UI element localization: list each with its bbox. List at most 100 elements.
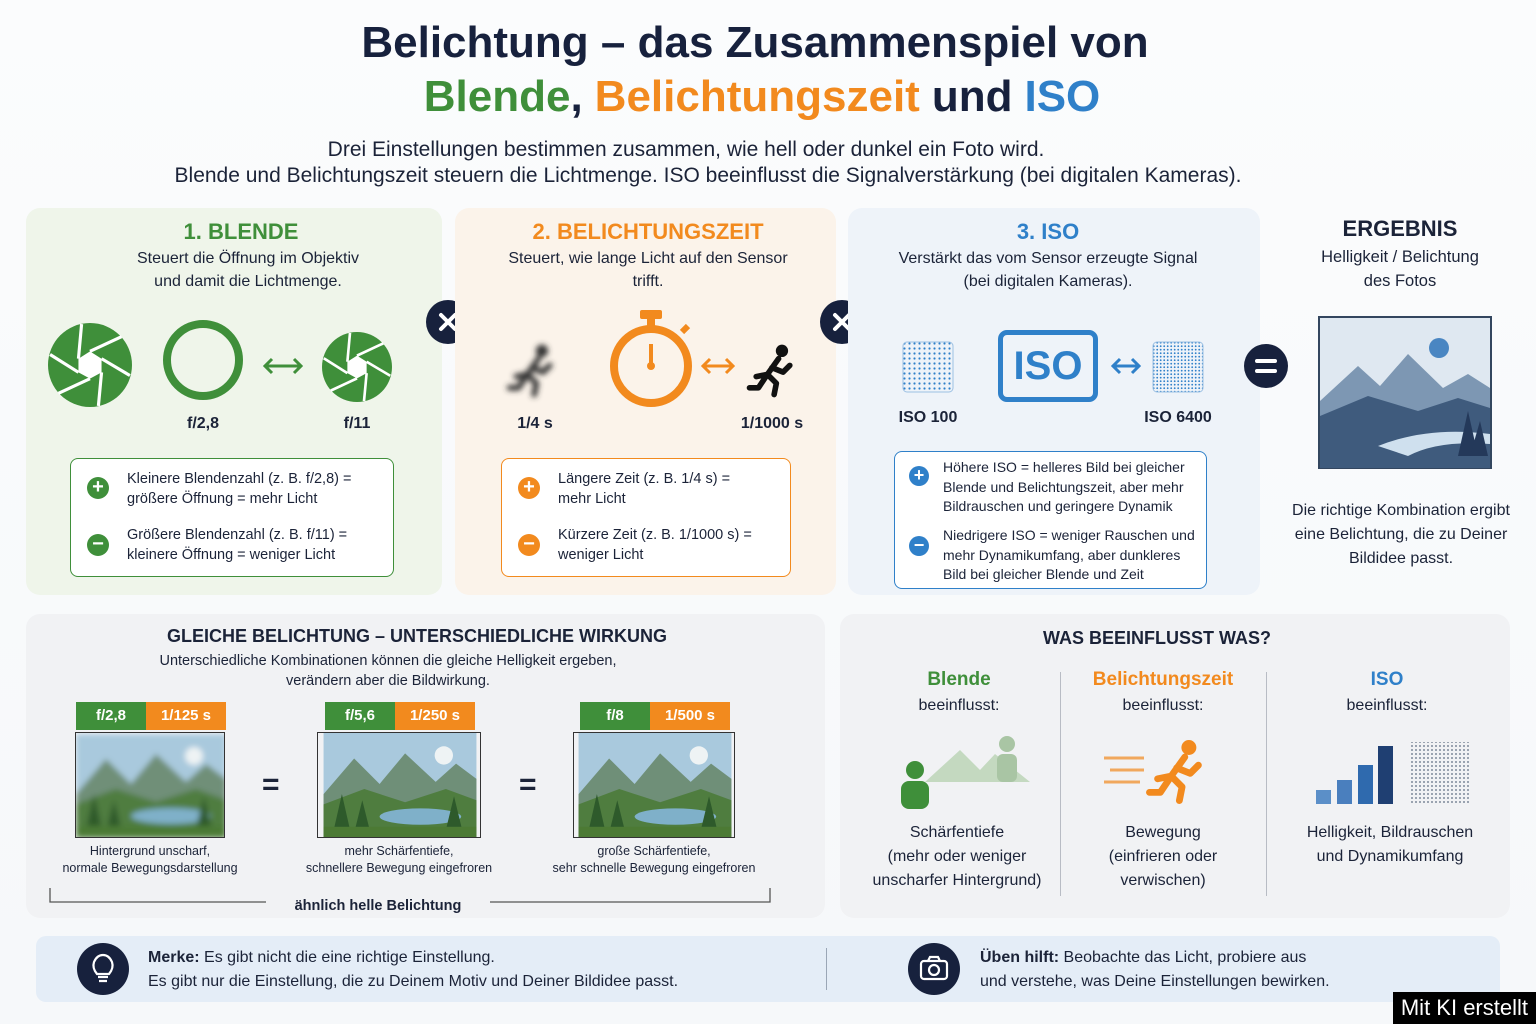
text-line: eine Belichtung, die zu Deiner (1294, 526, 1508, 543)
iso-icon: ISO (998, 330, 1098, 402)
panel-desc: Verstärkt das vom Sensor erzeugte Signal… (899, 247, 1198, 293)
note: Längere Zeit (z. B. 1/4 s) = mehr Licht (558, 469, 730, 509)
text-line: große Schärfentiefe, (597, 844, 711, 858)
text-line: trifft. (632, 273, 664, 290)
icon-noise-high (1152, 341, 1204, 393)
notes-box: + Höhere ISO = helleres Bild bei gleiche… (894, 451, 1207, 589)
minus-icon: − (909, 536, 929, 556)
panel-title: 1. BLENDE (183, 219, 299, 244)
text-line: Steuert die Öffnung im Objektiv (136, 250, 360, 267)
icon-iso-effect (1316, 742, 1470, 804)
text-line: Schärfentiefe (909, 824, 1005, 841)
section-title: WAS BEEINFLUSST WAS? (1042, 628, 1272, 648)
text-line: schnellere Bewegung eingefroren (305, 861, 493, 875)
label: f/11 (343, 415, 371, 432)
plus-icon: + (909, 466, 929, 486)
panel-iso: 3. ISO Verstärkt das vom Sensor erzeugte… (848, 208, 1260, 595)
aperture-tag: f/8 (580, 702, 650, 730)
tip-line: Es gibt nur die Einstellung, die zu Dein… (148, 973, 679, 990)
text-line: Unterschiedliche Kombinationen können di… (159, 653, 617, 669)
icon-runner-blurred (495, 343, 565, 403)
result-title: ERGEBNIS (1342, 216, 1458, 241)
equals: = (519, 768, 537, 801)
title-part: Belichtungszeit (594, 72, 920, 121)
text-line: sehr schnelle Bewegung eingefroren (552, 861, 756, 875)
tip-line: Beobachte das Licht, probiere aus (1063, 949, 1307, 966)
example-image (573, 732, 735, 838)
aperture-tag: f/2,8 (76, 702, 146, 730)
text-line: Kleinere Blendenzahl (z. B. f/2,8) = (127, 471, 352, 487)
result-image (1318, 316, 1492, 469)
divider (826, 948, 827, 990)
icon-aperture-closed (322, 332, 392, 402)
text-line: (mehr oder weniger (887, 848, 1027, 865)
text-line: größere Öffnung = mehr Licht (127, 491, 318, 507)
tips-bar (36, 936, 1500, 1002)
caption: Hintergrund unscharf, normale Bewegungsda… (62, 843, 237, 877)
text-line: Längere Zeit (z. B. 1/4 s) = (558, 471, 731, 487)
text-line: Blende und Belichtungszeit, aber mehr (943, 478, 1184, 495)
column-name: Blende (927, 669, 991, 690)
column-verb: beeinflusst: (1346, 697, 1428, 714)
panel-desc: Steuert die Öffnung im Objektiv und damit… (137, 247, 359, 293)
text-line: mehr Licht (558, 491, 626, 507)
title-part: ISO (1024, 72, 1101, 121)
title-part: und (931, 72, 1013, 121)
ai-badge: Mit KI erstellt (1392, 992, 1536, 1024)
column-effect: Schärfentiefe (mehr oder weniger unscharfe… (873, 821, 1042, 893)
column-effect: Bewegung (einfrieren oder verwischen) (1109, 821, 1218, 893)
plus-icon: + (87, 477, 109, 499)
panel-desc: Steuert, wie lange Licht auf den Sensor t… (508, 247, 787, 293)
result-desc: Helligkeit / Belichtung des Fotos (1321, 245, 1479, 293)
minus-icon: − (87, 534, 109, 556)
text-line: und Dynamikumfang (1316, 848, 1464, 865)
text-line: Hintergrund unscharf, (89, 844, 211, 858)
tip-label: Üben hilft: (980, 949, 1060, 966)
divider (1266, 672, 1267, 896)
text-line: Kürzere Zeit (z. B. 1/1000 s) = (558, 527, 752, 543)
section-title: GLEICHE BELICHTUNG – UNTERSCHIEDLICHE WI… (166, 626, 668, 646)
caption: mehr Schärfentiefe, schnellere Bewegung e… (306, 843, 492, 877)
tip-label: Merke: (148, 949, 200, 966)
text-line: des Fotos (1363, 272, 1437, 290)
text-line: verwischen) (1120, 872, 1206, 889)
icon-depth (901, 736, 1030, 809)
text-line: Verstärkt das vom Sensor erzeugte Signal (898, 250, 1198, 267)
text-line: normale Bewegungsdarstellung (62, 861, 238, 875)
tip: Merke: Es gibt nicht die eine richtige E… (148, 946, 678, 994)
text-line: unscharfer Hintergrund) (872, 872, 1042, 889)
notes-box: + Längere Zeit (z. B. 1/4 s) = mehr Licht… (501, 458, 791, 577)
column-name: Belichtungszeit (1092, 669, 1234, 690)
plus-icon: + (518, 477, 540, 499)
note: Niedrigere ISO = weniger Rauschen und meh… (943, 526, 1195, 585)
text-line: (einfrieren oder (1108, 848, 1218, 865)
text-line: Bildrauschen und geringere Dynamik (943, 498, 1173, 514)
tip-line: und verstehe, was Deine Einstellungen be… (980, 973, 1330, 990)
column-verb: beeinflusst: (918, 697, 1000, 714)
text-line: mehr Schärfentiefe, (344, 844, 454, 858)
panel-title: 2. BELICHTUNGSZEIT (532, 219, 764, 244)
shutter-tag: 1/250 s (395, 702, 475, 730)
label: ISO 6400 (1144, 409, 1212, 426)
bracket (49, 888, 771, 903)
title-part: , (570, 72, 583, 121)
note: Größere Blendenzahl (z. B. f/11) = kleine… (127, 525, 347, 565)
bracket-label: ähnlich helle Belichtung (294, 898, 462, 914)
text-line: Steuert, wie lange Licht auf den Sensor (508, 250, 788, 267)
icon-noise-low (902, 341, 954, 393)
equals-icon (1244, 344, 1288, 388)
shutter-tag: 1/500 s (650, 702, 730, 730)
text-line: (bei digitalen Kameras). (963, 273, 1133, 290)
intro: Drei Einstellungen bestimmen zusammen, w… (327, 138, 1045, 161)
result-text: Die richtige Kombination ergibt eine Beli… (1292, 499, 1510, 571)
text-line: Helligkeit / Belichtung (1321, 248, 1479, 266)
panel-aperture: 1. BLENDE Steuert die Öffnung im Objekti… (26, 208, 442, 595)
label: 1/4 s (517, 415, 553, 432)
text-line: weniger Licht (558, 547, 644, 563)
intro: Blende und Belichtungszeit steuern die L… (174, 164, 1242, 187)
icon-arrow (1110, 357, 1142, 375)
text-line: mehr Dynamikumfang, aber dunkleres (943, 546, 1181, 563)
text-line: verändern aber die Bildwirkung. (286, 673, 490, 689)
icon-bulb (77, 943, 129, 995)
